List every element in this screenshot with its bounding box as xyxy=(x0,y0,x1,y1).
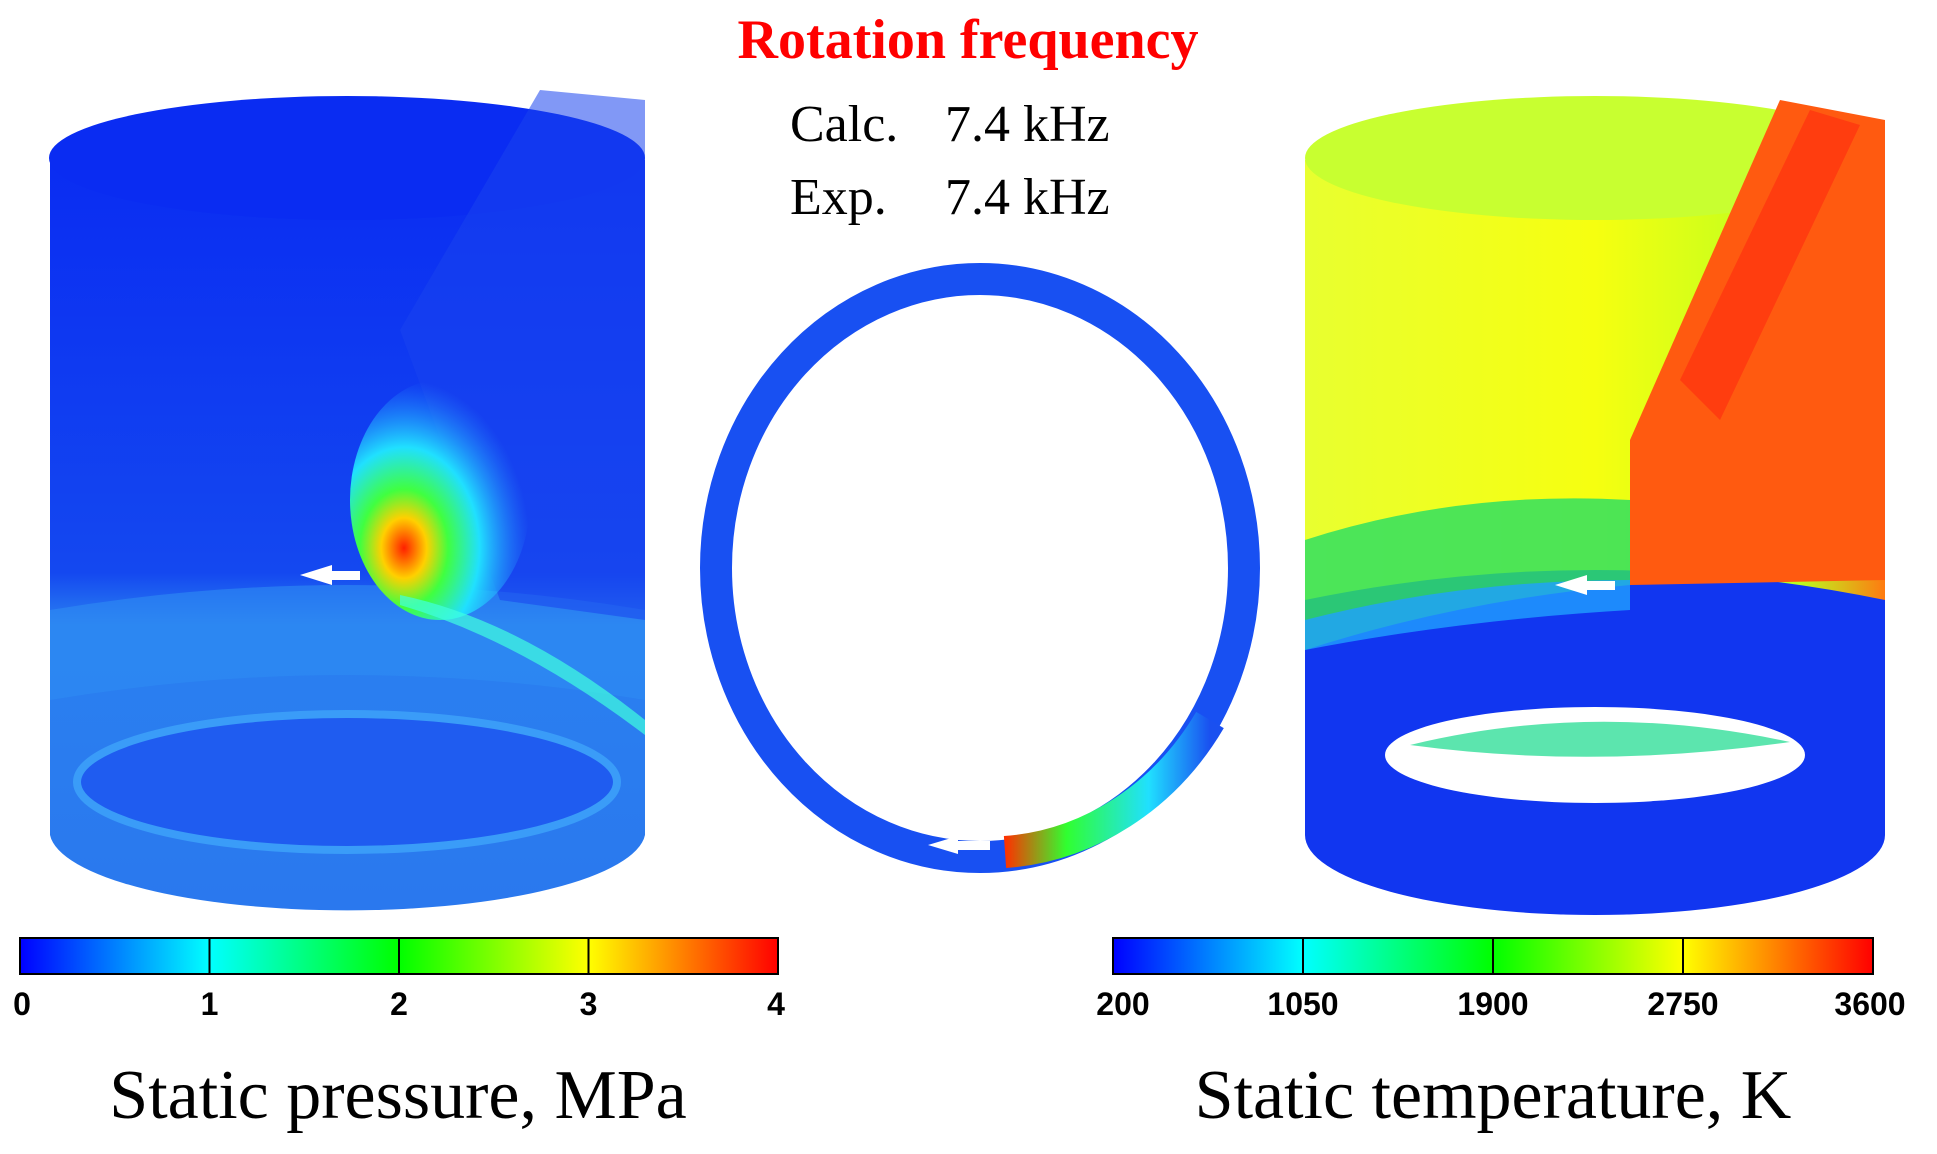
pressure-colorbar: 0 1 2 3 4 Static pressure, MPa xyxy=(13,937,785,1134)
ring-rotation-arrow-shaft xyxy=(956,841,990,850)
pressure-tick-label: 2 xyxy=(390,986,408,1022)
pressure-rotation-arrow-head xyxy=(300,565,332,585)
exp-label: Exp. xyxy=(790,169,887,226)
pressure-detonation-front xyxy=(350,380,530,620)
pressure-tick-label: 1 xyxy=(201,986,219,1022)
calc-value: 7.4 kHz xyxy=(945,96,1110,153)
temperature-colorbar-caption: Static temperature, K xyxy=(1195,1057,1792,1134)
exp-value: 7.4 kHz xyxy=(945,169,1110,226)
pressure-lower-band xyxy=(50,585,645,700)
temperature-hot-products xyxy=(1630,100,1885,585)
pressure-tick-label: 4 xyxy=(767,986,785,1022)
pressure-oblique-shock xyxy=(400,595,645,735)
temperature-rotation-arrow-shaft xyxy=(1585,581,1615,590)
ring-rotation-arrow-head xyxy=(928,836,958,854)
temperature-fresh-mixture xyxy=(1305,580,1630,650)
annulus-ring xyxy=(700,263,1260,873)
temperature-tick-label: 200 xyxy=(1096,986,1149,1022)
pressure-cylinder xyxy=(49,90,645,911)
temperature-colorbar: 200 1050 1900 2750 3600 Static temperatu… xyxy=(1096,937,1906,1134)
temperature-inner-wall xyxy=(1410,721,1790,757)
pressure-rotation-arrow-shaft xyxy=(330,571,360,580)
pressure-cylinder-bottom-opening xyxy=(73,710,621,854)
pressure-tick-label: 0 xyxy=(13,986,31,1022)
temperature-tick-label: 2750 xyxy=(1647,986,1718,1022)
annulus-ring-band xyxy=(700,263,1260,873)
temperature-cylinder-top xyxy=(1305,96,1885,220)
figure-title: Rotation frequency xyxy=(738,9,1199,71)
temperature-cylinder xyxy=(1305,96,1885,915)
temperature-shock-trace xyxy=(1680,110,1860,420)
pressure-tick-label: 3 xyxy=(580,986,598,1022)
temperature-tick-label: 1900 xyxy=(1457,986,1528,1022)
temperature-tick-label: 3600 xyxy=(1834,986,1905,1022)
pressure-colorbar-caption: Static pressure, MPa xyxy=(109,1057,686,1134)
calc-label: Calc. xyxy=(790,96,898,153)
temperature-rotation-arrow-head xyxy=(1555,575,1587,595)
annulus-hot-segment xyxy=(1003,711,1224,868)
temperature-tick-label: 1050 xyxy=(1267,986,1338,1022)
